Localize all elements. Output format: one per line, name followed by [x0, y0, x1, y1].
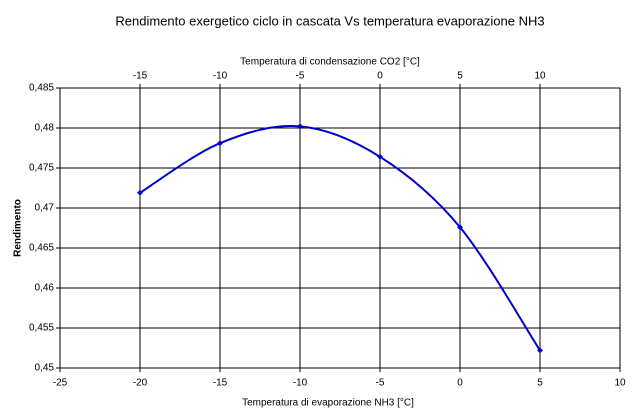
y-tick-label: 0,465: [29, 243, 54, 254]
x-tick-label: -5: [376, 378, 385, 389]
marker: [297, 123, 303, 130]
x2-axis-label: Temperatura di condensazione CO2 [°C]: [240, 57, 420, 68]
y-tick-label: 0,455: [29, 323, 54, 334]
marker: [217, 140, 223, 147]
y-tick-label: 0,46: [35, 283, 55, 294]
y-tick-label: 0,45: [35, 363, 55, 374]
y-axis-label: Rendimento: [13, 199, 24, 257]
marker: [537, 347, 543, 354]
x-tick-label: 10: [614, 378, 626, 389]
x2-tick-label: 0: [377, 71, 383, 82]
x2-tick-label: -5: [296, 71, 305, 82]
x2-tick-label: 10: [534, 71, 546, 82]
series-line: [139, 125, 541, 351]
y-tick-label: 0,48: [35, 123, 55, 134]
x-tick-label: 5: [537, 378, 543, 389]
chart-title: Rendimento exergetico ciclo in cascata V…: [115, 13, 544, 28]
x-tick-label: 0: [457, 378, 463, 389]
y-tick-label: 0,47: [35, 203, 55, 214]
y-tick-label: 0,485: [29, 83, 54, 94]
marker: [457, 224, 463, 231]
marker: [377, 153, 383, 160]
x-tick-label: -25: [53, 378, 68, 389]
plot-area: [59, 87, 621, 369]
y-tick-label: 0,475: [29, 163, 54, 174]
x-tick-label: -15: [213, 378, 228, 389]
x-tick-label: -20: [133, 378, 148, 389]
x-axis-label: Temperatura di evaporazione NH3 [°C]: [242, 398, 414, 409]
x2-tick-label: -15: [133, 71, 148, 82]
marker: [137, 189, 143, 196]
x2-tick-label: -10: [213, 71, 228, 82]
x-tick-label: -10: [293, 378, 308, 389]
x2-tick-label: 5: [457, 71, 463, 82]
